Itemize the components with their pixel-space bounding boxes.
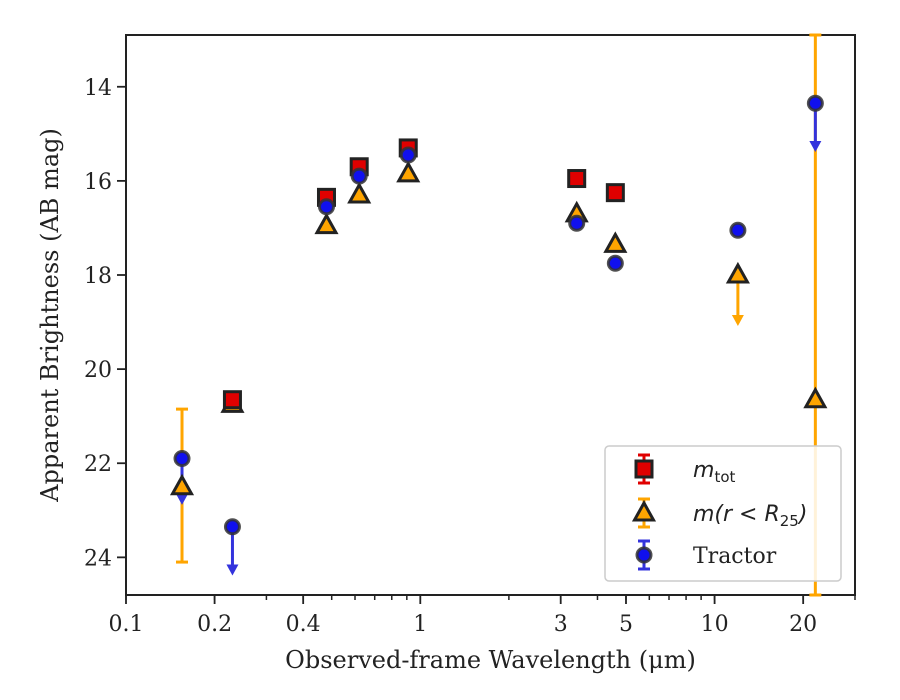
data-point	[729, 221, 747, 239]
data-point	[314, 212, 339, 235]
x-tick-label: 5	[619, 612, 633, 637]
upper-limit-arrow	[731, 315, 744, 327]
plot-frame	[125, 34, 856, 596]
data-point	[568, 214, 586, 232]
upper-limit-arrow	[226, 564, 239, 576]
upper-limit-arrow	[176, 493, 189, 505]
x-tick-label: 10	[701, 612, 729, 637]
x-tick-label: 20	[789, 612, 817, 637]
data-point	[806, 94, 824, 112]
plot-area: 0.1 0.2 0.4 1 3 5 10 20 14 16 18 20 22 24	[84, 33, 856, 637]
legend-label: Tractor	[693, 544, 777, 569]
legend-entry: m(r < R25)	[631, 497, 807, 530]
data-point	[725, 261, 750, 284]
data-point	[317, 198, 335, 216]
data-point	[347, 181, 372, 204]
y-tick-label: 22	[84, 452, 112, 477]
series-markers	[222, 138, 625, 410]
data-point	[399, 146, 417, 164]
legend-marker	[634, 459, 654, 479]
legend-marker	[631, 499, 657, 522]
data-point	[396, 160, 421, 183]
x-tick-label: 0.4	[286, 612, 321, 637]
upper-limit-arrow	[809, 140, 822, 152]
data-point	[605, 183, 625, 203]
legend-label: m(r < R25)	[693, 502, 807, 530]
legend-marker	[635, 546, 653, 564]
y-tick-label: 14	[84, 76, 112, 101]
legend-box	[604, 445, 842, 582]
x-tick-label: 1	[413, 612, 427, 637]
x-tick-label: 0.2	[197, 612, 232, 637]
data-point	[350, 167, 368, 185]
x-tick-label: 0.1	[109, 612, 144, 637]
data-point	[223, 518, 241, 536]
legend: mtot m(r < R25) Tractor	[604, 445, 842, 582]
data-point	[606, 254, 624, 272]
x-axis-title: Observed-frame Wavelength (μm)	[285, 646, 696, 674]
series-markers	[173, 94, 824, 536]
data-point	[173, 450, 191, 468]
y-tick-label: 24	[84, 546, 112, 571]
legend-entry: Tractor	[635, 539, 777, 571]
x-tick-label: 3	[554, 612, 568, 637]
legend-label: mtot	[693, 458, 735, 486]
y-tick-label: 20	[84, 358, 112, 383]
y-axis-title: Apparent Brightness (AB mag)	[36, 128, 64, 503]
data-point	[169, 473, 195, 496]
data-point	[803, 386, 828, 409]
data-point	[567, 169, 587, 189]
legend-entry: mtot	[634, 453, 735, 486]
y-tick-label: 18	[84, 264, 112, 289]
series-markers	[169, 160, 828, 496]
data-point	[222, 390, 242, 410]
y-tick-label: 16	[84, 170, 112, 195]
data-point	[603, 231, 628, 253]
